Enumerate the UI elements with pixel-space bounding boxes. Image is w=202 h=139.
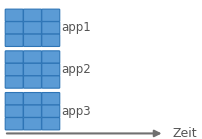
FancyBboxPatch shape xyxy=(42,9,59,21)
Text: app1: app1 xyxy=(61,21,90,34)
FancyBboxPatch shape xyxy=(42,76,59,88)
Text: app2: app2 xyxy=(61,63,90,76)
FancyBboxPatch shape xyxy=(42,34,59,46)
FancyBboxPatch shape xyxy=(42,63,59,76)
FancyBboxPatch shape xyxy=(23,9,41,21)
FancyBboxPatch shape xyxy=(5,51,23,63)
FancyBboxPatch shape xyxy=(5,22,23,34)
FancyBboxPatch shape xyxy=(23,51,41,63)
FancyBboxPatch shape xyxy=(5,76,23,88)
FancyBboxPatch shape xyxy=(42,105,59,117)
FancyBboxPatch shape xyxy=(42,93,59,105)
FancyBboxPatch shape xyxy=(42,118,59,130)
FancyBboxPatch shape xyxy=(5,118,23,130)
FancyBboxPatch shape xyxy=(5,105,23,117)
FancyBboxPatch shape xyxy=(23,22,41,34)
FancyBboxPatch shape xyxy=(5,9,23,21)
Text: app3: app3 xyxy=(61,105,90,118)
FancyBboxPatch shape xyxy=(5,34,23,46)
FancyBboxPatch shape xyxy=(23,63,41,76)
FancyBboxPatch shape xyxy=(42,22,59,34)
FancyBboxPatch shape xyxy=(23,93,41,105)
FancyBboxPatch shape xyxy=(23,118,41,130)
Text: Zeit: Zeit xyxy=(172,127,196,139)
FancyBboxPatch shape xyxy=(5,63,23,76)
FancyBboxPatch shape xyxy=(23,76,41,88)
FancyBboxPatch shape xyxy=(42,51,59,63)
FancyBboxPatch shape xyxy=(5,93,23,105)
FancyBboxPatch shape xyxy=(23,34,41,46)
FancyBboxPatch shape xyxy=(23,105,41,117)
